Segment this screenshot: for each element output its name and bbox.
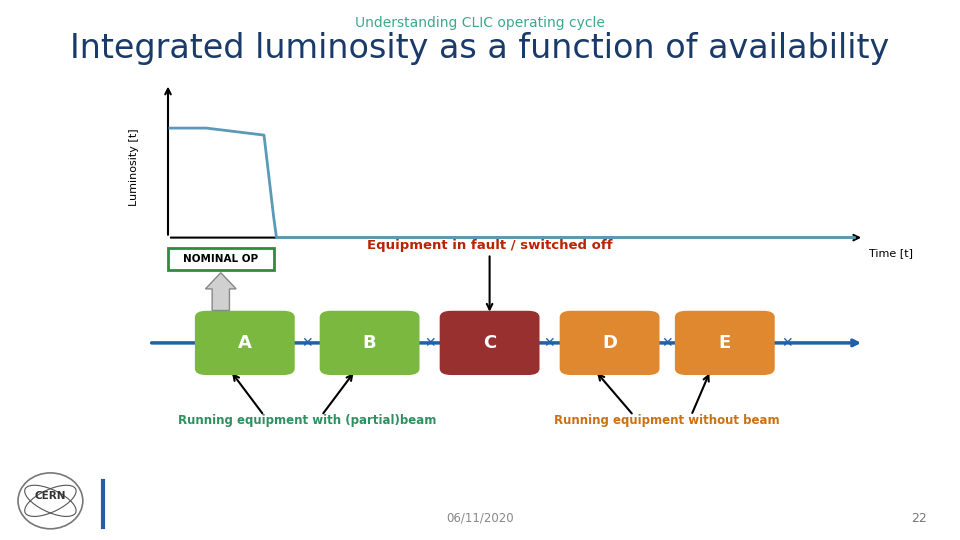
Text: B: B [363, 334, 376, 352]
FancyBboxPatch shape [168, 248, 274, 270]
FancyBboxPatch shape [195, 311, 295, 375]
Text: Running equipment without beam: Running equipment without beam [554, 415, 780, 428]
Text: C: C [483, 334, 496, 352]
Text: Understanding CLIC operating cycle: Understanding CLIC operating cycle [355, 16, 605, 30]
FancyBboxPatch shape [440, 311, 540, 375]
Text: CERN: CERN [35, 491, 66, 501]
FancyArrow shape [205, 273, 236, 310]
Text: 22: 22 [911, 512, 926, 525]
Text: A: A [238, 334, 252, 352]
Text: ✕: ✕ [661, 336, 673, 350]
Text: ✕: ✕ [424, 336, 436, 350]
FancyBboxPatch shape [560, 311, 660, 375]
Text: Running equipment with (partial)beam: Running equipment with (partial)beam [178, 415, 437, 428]
Text: Time [t]: Time [t] [869, 248, 913, 259]
FancyBboxPatch shape [675, 311, 775, 375]
Text: ✕: ✕ [301, 336, 313, 350]
Text: Luminosity [t]: Luminosity [t] [130, 129, 139, 206]
Text: Equipment in fault / switched off: Equipment in fault / switched off [367, 239, 612, 252]
Text: Integrated luminosity as a function of availability: Integrated luminosity as a function of a… [70, 32, 890, 65]
Text: E: E [719, 334, 731, 352]
Text: ✕: ✕ [781, 336, 793, 350]
Text: NOMINAL OP: NOMINAL OP [183, 254, 258, 264]
Text: D: D [602, 334, 617, 352]
Text: ✕: ✕ [543, 336, 555, 350]
FancyBboxPatch shape [320, 311, 420, 375]
Text: 06/11/2020: 06/11/2020 [446, 512, 514, 525]
